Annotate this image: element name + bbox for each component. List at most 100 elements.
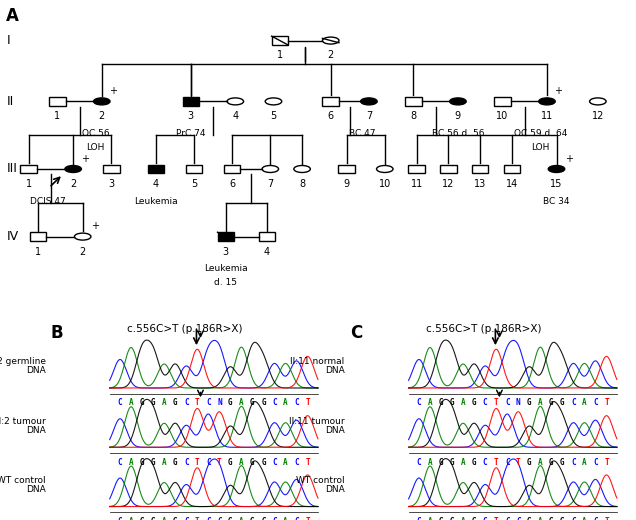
- Text: C: C: [350, 324, 362, 342]
- Text: IV: IV: [6, 230, 18, 243]
- Text: LOH: LOH: [532, 142, 550, 152]
- Text: C: C: [593, 398, 598, 408]
- Ellipse shape: [93, 98, 110, 105]
- Text: G: G: [439, 398, 443, 408]
- Text: OC 59 d. 64: OC 59 d. 64: [514, 129, 567, 138]
- Text: G: G: [173, 398, 177, 408]
- Text: 8: 8: [299, 179, 305, 189]
- Text: 11: 11: [541, 111, 553, 121]
- Text: DNA: DNA: [26, 485, 46, 494]
- Text: A: A: [162, 398, 167, 408]
- Text: LOH: LOH: [86, 142, 104, 152]
- Text: T: T: [195, 458, 200, 467]
- Bar: [30, 232, 46, 241]
- Text: A: A: [162, 458, 167, 467]
- Bar: [322, 97, 339, 106]
- Text: A: A: [461, 517, 466, 520]
- Text: G: G: [228, 517, 233, 520]
- Text: 13: 13: [474, 179, 487, 189]
- Text: C: C: [593, 458, 598, 467]
- Bar: [338, 165, 355, 173]
- Text: G: G: [228, 398, 233, 408]
- Text: T: T: [494, 398, 499, 408]
- Bar: [272, 36, 288, 45]
- Text: DCIS 47: DCIS 47: [30, 197, 66, 206]
- Text: G: G: [228, 458, 233, 467]
- Text: C: C: [118, 398, 122, 408]
- Text: +: +: [109, 86, 117, 96]
- Text: G: G: [250, 517, 255, 520]
- Text: G: G: [151, 517, 155, 520]
- Text: c.556C>T (p.186R>X): c.556C>T (p.186R>X): [127, 324, 242, 334]
- Text: 5: 5: [270, 111, 277, 121]
- Text: c.556C>T (p.186R>X): c.556C>T (p.186R>X): [425, 324, 541, 334]
- Text: DNA: DNA: [325, 366, 345, 375]
- Text: 1: 1: [54, 111, 60, 121]
- Text: 4: 4: [232, 111, 238, 121]
- Text: A: A: [239, 458, 244, 467]
- Text: II: II: [6, 95, 13, 108]
- Text: C: C: [294, 517, 299, 520]
- Ellipse shape: [322, 37, 339, 44]
- Bar: [183, 97, 199, 106]
- Text: C: C: [417, 517, 421, 520]
- Text: G: G: [549, 398, 554, 408]
- Text: WT control: WT control: [296, 476, 345, 485]
- Text: 2: 2: [70, 179, 76, 189]
- Text: A: A: [461, 458, 466, 467]
- Text: G: G: [261, 458, 266, 467]
- Text: N: N: [217, 398, 222, 408]
- Text: G: G: [261, 398, 266, 408]
- Text: A: A: [128, 458, 134, 467]
- Text: 12: 12: [442, 179, 455, 189]
- Ellipse shape: [262, 165, 279, 173]
- Text: III: III: [6, 162, 17, 175]
- Bar: [504, 165, 520, 173]
- Text: 4: 4: [153, 179, 159, 189]
- Text: 2: 2: [80, 246, 86, 256]
- Text: G: G: [151, 458, 155, 467]
- Text: 3: 3: [108, 179, 114, 189]
- Text: T: T: [305, 458, 310, 467]
- Text: G: G: [450, 398, 454, 408]
- Text: A: A: [538, 398, 543, 408]
- Ellipse shape: [227, 98, 244, 105]
- Text: Leukemia: Leukemia: [134, 197, 177, 206]
- Bar: [20, 165, 37, 173]
- Text: C: C: [206, 458, 211, 467]
- Text: 1: 1: [277, 50, 283, 60]
- Text: T: T: [604, 517, 609, 520]
- Text: A: A: [283, 517, 288, 520]
- Text: 12: 12: [591, 111, 604, 121]
- Ellipse shape: [65, 165, 81, 173]
- Bar: [405, 97, 422, 106]
- Text: G: G: [261, 517, 266, 520]
- Ellipse shape: [539, 98, 555, 105]
- Text: 10: 10: [378, 179, 391, 189]
- Text: C: C: [571, 517, 576, 520]
- Text: C: C: [571, 398, 576, 408]
- Text: A: A: [461, 398, 466, 408]
- Ellipse shape: [361, 98, 377, 105]
- Text: DNA: DNA: [26, 425, 46, 435]
- Text: A: A: [6, 7, 19, 25]
- Text: 7: 7: [366, 111, 372, 121]
- Text: 9: 9: [343, 179, 350, 189]
- Text: T: T: [217, 458, 222, 467]
- Text: A: A: [283, 458, 288, 467]
- Ellipse shape: [377, 165, 393, 173]
- Text: G: G: [549, 458, 554, 467]
- Text: G: G: [439, 458, 443, 467]
- Text: BC 34: BC 34: [543, 197, 570, 206]
- Text: C: C: [272, 517, 277, 520]
- Text: G: G: [472, 517, 476, 520]
- Text: C: C: [483, 398, 487, 408]
- Text: G: G: [472, 398, 476, 408]
- Ellipse shape: [74, 233, 91, 240]
- Text: DNA: DNA: [26, 366, 46, 375]
- Text: 3: 3: [188, 111, 194, 121]
- Text: T: T: [494, 458, 499, 467]
- Text: WT control: WT control: [0, 476, 46, 485]
- Text: A: A: [427, 458, 432, 467]
- Text: C: C: [272, 398, 277, 408]
